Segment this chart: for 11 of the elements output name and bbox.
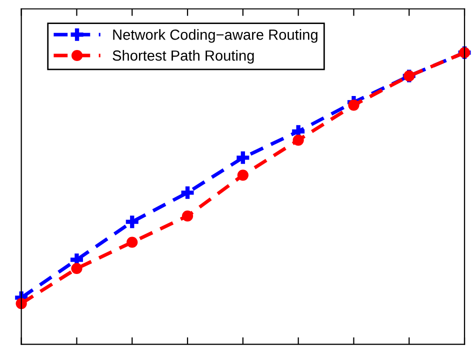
point [126,236,138,248]
point [182,210,194,222]
point [126,216,138,228]
point [181,186,194,199]
point [236,151,250,164]
point [71,262,82,274]
legend-label: Shortest Path Routing [112,50,254,64]
point [348,100,360,111]
point [292,134,304,146]
point [237,170,248,181]
legend-label: Network Coding−aware Routing [113,29,318,43]
